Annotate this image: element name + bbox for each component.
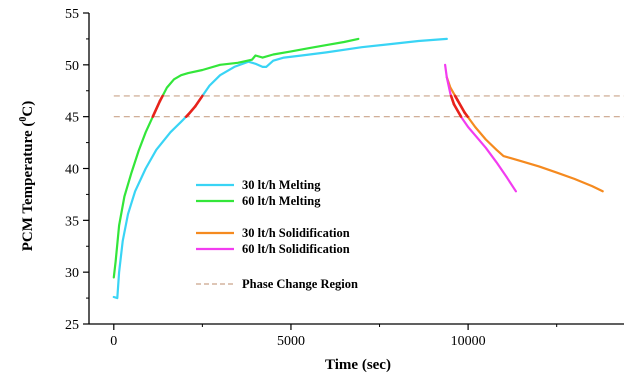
axes [83, 12, 624, 330]
legend-label-2: 60 lt/h Melting [242, 194, 321, 208]
y-tick-label: 45 [65, 111, 79, 126]
x-tick-label: 0 [110, 334, 117, 349]
phase-highlight-4-1 [449, 94, 456, 106]
legend-label-4: 60 lt/h Solidification [242, 242, 350, 256]
phase-highlight-2-1 [151, 99, 162, 118]
tick-labels: 25 30 35 40 45 50 55 0 5000 10000 [65, 7, 486, 349]
y-tick-label: 40 [65, 163, 79, 178]
y-axis-title: PCM Temperature (0C) [18, 101, 36, 252]
series-line-1 [112, 37, 448, 300]
series-line-2 [112, 37, 360, 279]
y-tick-label: 50 [65, 59, 79, 74]
y-axis-title-superscript: 0 [18, 117, 29, 122]
y-tick-label: 30 [65, 266, 79, 281]
x-tick-label: 5000 [277, 334, 305, 349]
phase-highlight-1-3 [193, 94, 204, 108]
legend-label-1: 30 lt/h Melting [242, 178, 321, 192]
y-axis-title-main: PCM Temperature ( [20, 122, 36, 252]
y-axis-title-unit: C) [20, 101, 36, 117]
phase-highlight-3-2 [456, 98, 466, 114]
series-lines [112, 37, 604, 300]
y-tick-label: 55 [65, 7, 79, 22]
phase-change-lines [113, 95, 624, 118]
y-tick-label: 25 [65, 318, 79, 333]
legend-label-3: 30 lt/h Solidification [242, 226, 350, 240]
x-tick-label: 10000 [451, 334, 486, 349]
phase-highlight-3-3 [463, 111, 469, 118]
legend-label-region: Phase Change Region [242, 277, 358, 291]
series-line-3 [445, 76, 604, 193]
legend: 30 lt/h Melting 60 lt/h Melting 30 lt/h So… [196, 178, 358, 291]
series-line-4 [444, 63, 518, 193]
x-axis-title: Time (sec) [325, 357, 391, 373]
phase-highlight-4-2 [452, 102, 463, 118]
y-tick-label: 35 [65, 214, 79, 229]
phase-highlight-1-2 [186, 105, 197, 116]
phase-highlight-2-2 [158, 94, 164, 103]
